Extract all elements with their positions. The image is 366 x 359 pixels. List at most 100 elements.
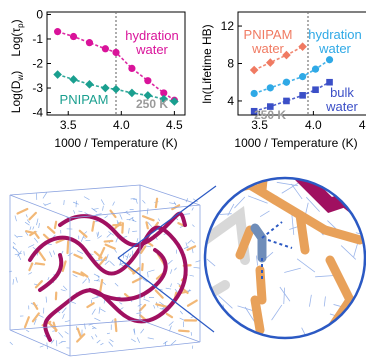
sidechain-bond [66, 240, 70, 255]
water-bond [136, 312, 142, 314]
water-bond [26, 219, 30, 224]
water-bond [177, 282, 181, 286]
water-bond [119, 214, 123, 220]
water-bond [185, 242, 188, 248]
left-ylabel-tau: Log(τp) [9, 19, 25, 56]
water-bond [126, 212, 131, 216]
water-bond [173, 201, 177, 206]
water-bond [105, 254, 109, 261]
water-bond [143, 298, 150, 302]
water-bond [179, 317, 185, 321]
right-point-1 [325, 56, 334, 64]
zoom-inset [203, 176, 366, 340]
water-bond [95, 213, 102, 216]
water-bond [15, 276, 18, 283]
inset-water-bond [218, 295, 233, 309]
water-bond [123, 235, 128, 238]
water-bond [61, 307, 67, 314]
inset-water-bond [237, 305, 254, 312]
left-point-0 [160, 89, 168, 97]
water-bond [135, 198, 138, 204]
water-bond [157, 218, 161, 222]
left-point-1 [69, 75, 78, 84]
sidechain-bond [76, 333, 86, 343]
left-250k-label: 250 K [136, 97, 168, 111]
inset-water-bond [348, 189, 365, 195]
right-series-line-0 [253, 45, 303, 71]
sidechain-bond [91, 220, 95, 232]
water-bond [38, 223, 40, 229]
water-bond [23, 251, 25, 256]
left-ytick-label: -4 [32, 106, 43, 120]
water-bond [18, 254, 22, 260]
water-bond [12, 246, 15, 250]
left-point-1 [111, 84, 121, 94]
left-ytick-label: -1 [32, 32, 43, 46]
water-bond [102, 281, 106, 286]
inset-water-bond [264, 251, 274, 260]
water-bond [97, 235, 102, 239]
sidechain-bond [16, 207, 29, 215]
water-bond [136, 238, 139, 243]
water-bond [97, 231, 100, 236]
zoom-line-top [117, 185, 217, 259]
water-bond [73, 210, 76, 214]
water-bond [100, 199, 105, 206]
water-bond [191, 240, 195, 244]
left-point-0 [112, 48, 120, 57]
inset-hbond-top [261, 221, 283, 239]
water-bond [183, 246, 189, 249]
sidechain-bond [145, 221, 149, 230]
left-xlabel: 1000 / Temperature (K) [54, 136, 177, 150]
water-bond [169, 202, 176, 205]
water-bond [83, 196, 90, 201]
sidechain-bond [98, 246, 106, 260]
water-bond [165, 287, 172, 290]
right-xlabel: 1000 / Temperature (K) [234, 136, 357, 150]
right-pnipam-label-2: water [251, 41, 284, 56]
sidechain-bond [138, 303, 147, 312]
water-bond [168, 321, 174, 326]
left-ytick-label: -3 [32, 81, 43, 95]
left-point-0 [144, 77, 152, 85]
water-bond [106, 332, 111, 335]
molecular-rendering [9, 184, 217, 357]
right-point-0 [282, 50, 291, 60]
inset-water-bond [247, 195, 268, 204]
right-bulk-label-2: water [325, 99, 358, 114]
water-bond [25, 214, 28, 218]
water-bond [38, 314, 44, 318]
left-ytick-label: 0 [36, 7, 43, 21]
left-ticks: 3.5 4.0 4.5 0 -1 -2 -3 -4 [32, 7, 183, 132]
water-bond [136, 337, 140, 344]
water-bond [193, 266, 200, 269]
water-bond [112, 201, 115, 206]
right-point-0 [298, 42, 307, 51]
water-bond [168, 325, 172, 332]
inset-water-bond [358, 178, 365, 186]
water-bond [58, 341, 63, 344]
sidechain-bond [73, 253, 83, 260]
water-bond [191, 207, 194, 211]
water-bond [100, 342, 104, 346]
water-bond [95, 259, 103, 262]
water-bond [49, 251, 53, 258]
right-marks [249, 12, 334, 115]
inset-water-bond [279, 286, 291, 302]
sidechain-bond [28, 211, 37, 221]
right-ytick-label: 8 [227, 57, 234, 71]
sidechain-bond [178, 329, 190, 333]
water-bond [63, 199, 65, 206]
water-bond [33, 318, 37, 325]
water-bond [64, 331, 69, 335]
sidechain-bond [141, 215, 155, 222]
water-bond [108, 341, 114, 347]
water-bond [147, 221, 153, 227]
left-ylabel-dw: Log(Dw) [9, 71, 25, 113]
water-bond [131, 217, 135, 222]
sidechain-bond [32, 302, 39, 310]
water-bond [62, 285, 68, 291]
inset-water-bond [284, 267, 301, 273]
sidechain-bond [121, 222, 124, 234]
water-bond [192, 224, 195, 228]
